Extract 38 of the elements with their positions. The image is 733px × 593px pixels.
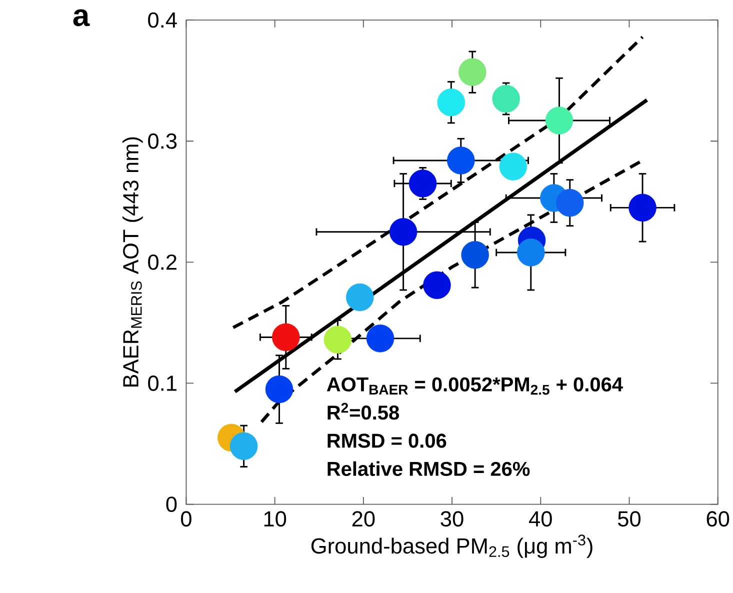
annotation: Relative RMSD = 26% <box>328 461 530 476</box>
x-axis-title: Ground-based PM$_{2.5}$ (μg m$^{-3}$) <box>311 534 592 558</box>
x-tick-label: 40 <box>529 511 552 527</box>
point <box>447 146 475 174</box>
point <box>545 106 574 135</box>
x-tick-label: 10 <box>264 511 286 527</box>
point <box>628 194 656 222</box>
x-tick-label: 30 <box>440 511 464 527</box>
annotation: R$^{2}$=0.58 <box>328 402 400 420</box>
point <box>499 152 528 181</box>
annotation: AOT$_{BAER}$ = 0.0052*PM$_{2.5}$ + 0.064 <box>326 377 623 395</box>
point <box>272 323 300 352</box>
point <box>346 284 374 312</box>
x-tick-label: 60 <box>706 511 730 527</box>
annotation: RMSD = 0.06 <box>328 434 446 448</box>
point <box>389 218 418 246</box>
point <box>324 326 352 354</box>
point <box>437 88 466 116</box>
point <box>423 271 451 300</box>
y-tick-label: 0.3 <box>148 134 177 149</box>
point <box>230 432 258 460</box>
point <box>492 85 520 113</box>
point <box>461 241 489 269</box>
x-tick-label: 20 <box>352 511 375 527</box>
y-tick-label: 0.4 <box>148 12 177 28</box>
y-tick-label: 0.1 <box>148 376 176 392</box>
point <box>458 58 486 86</box>
y-axis-title: BAER$_{MERIS}$ AOT (443 nm) <box>122 137 143 387</box>
chart-title: a <box>73 9 90 26</box>
x-tick-label: 0 <box>181 511 192 527</box>
line-series <box>232 36 644 330</box>
x-tick-label: 50 <box>618 511 641 527</box>
point <box>556 189 584 217</box>
point <box>517 238 545 266</box>
point <box>366 324 394 352</box>
y-tick-label: 0.2 <box>148 254 176 270</box>
y-tick-label: 0 <box>166 496 177 512</box>
point <box>265 376 294 404</box>
